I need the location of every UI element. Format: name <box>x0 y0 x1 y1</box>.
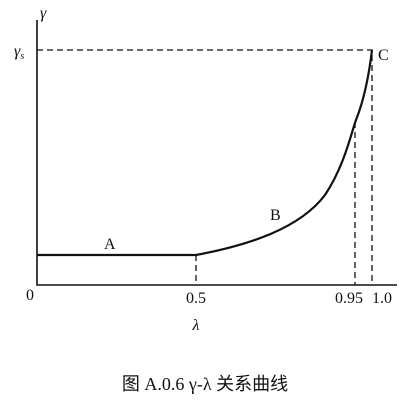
subscript: s <box>20 51 24 62</box>
x-tick-label: 0.95 <box>335 290 363 307</box>
symbol: γ <box>14 43 21 60</box>
point-label: C <box>378 47 389 64</box>
curve <box>37 49 374 257</box>
point-label: A <box>104 236 116 253</box>
axes <box>36 20 397 286</box>
y-tick-label: γs <box>14 43 24 62</box>
x-label: λ <box>192 317 200 334</box>
caption: 图 A.0.6 γ-λ 关系曲线 <box>122 374 288 394</box>
guide-c <box>37 49 373 285</box>
point-label: B <box>270 207 281 224</box>
x-tick-label: 1.0 <box>372 290 392 307</box>
y-label: γ <box>40 5 47 22</box>
x-tick-label: 0.5 <box>186 290 206 307</box>
origin-label: 0 <box>26 287 34 304</box>
